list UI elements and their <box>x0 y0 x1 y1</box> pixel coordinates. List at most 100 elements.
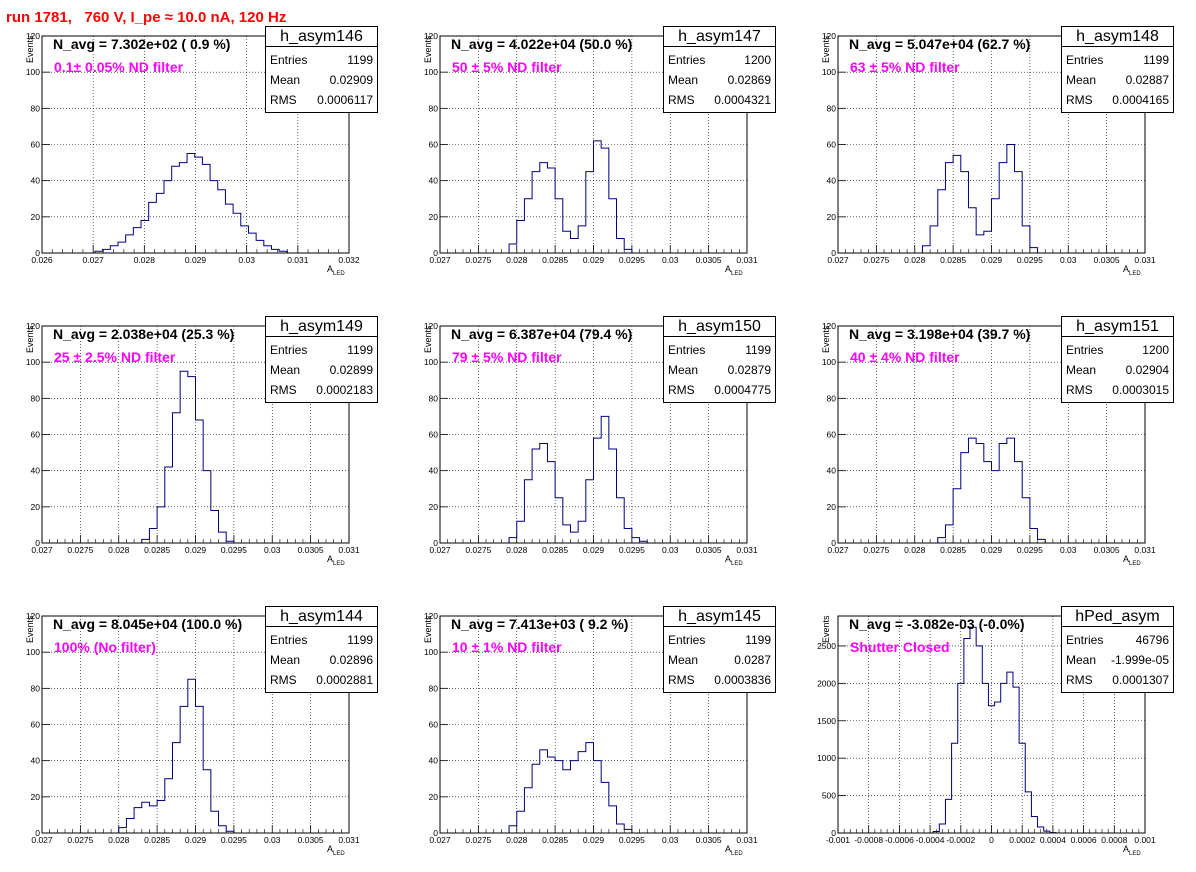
x-tick-label: 0.0275 <box>67 545 93 555</box>
plot-frame <box>41 35 350 254</box>
x-tick-label: 0.0295 <box>221 835 247 845</box>
plot-frame <box>837 35 1146 254</box>
y-tick-label: 0 <box>831 828 836 838</box>
y-tick-label: 120 <box>822 321 836 331</box>
stat-key: Entries <box>1066 343 1104 357</box>
mean-row: Mean 0.02879 <box>668 360 771 380</box>
histogram-bin <box>624 249 632 253</box>
stat-key: Mean <box>668 653 699 667</box>
y-tick-label: 20 <box>827 502 837 512</box>
y-axis-label: Events <box>423 325 433 353</box>
histogram-bin <box>570 761 578 833</box>
histogram-series-line <box>937 437 1046 543</box>
x-tick-label: 0.027 <box>827 545 849 555</box>
histogram-title: h_asym144 <box>266 607 377 627</box>
mean-row: Mean 0.02899 <box>270 360 373 380</box>
histogram-bin <box>988 706 994 833</box>
x-tick-label: 0.029 <box>583 835 605 845</box>
x-tick-label: 0.028 <box>134 255 156 265</box>
histogram-bin <box>196 420 204 543</box>
histogram-bin <box>570 239 578 253</box>
x-axis-label: ALED <box>327 844 345 857</box>
x-tick-label: 0.031 <box>338 835 360 845</box>
y-tick-label: 80 <box>31 393 41 403</box>
stats-box: h_asym151 Entries 1200 Mean 0.02904 RMS 0.0003… <box>1061 316 1174 403</box>
filter-label: 63 ± 5% ND filter <box>850 59 960 75</box>
histogram-bin <box>1013 687 1019 833</box>
y-tick-label: 1000 <box>817 753 836 763</box>
rms-row: RMS 0.0004165 <box>1066 90 1169 110</box>
histogram-bin <box>1007 672 1013 833</box>
stat-key: Mean <box>1066 363 1097 377</box>
histogram-series-line <box>508 742 633 833</box>
x-axis-label-sub: LED <box>731 560 743 567</box>
x-tick-label: 0.0305 <box>696 835 722 845</box>
x-tick-label: 0.029 <box>185 545 207 555</box>
x-tick-label: 0.0305 <box>1094 255 1120 265</box>
n-avg-label: N_avg = 7.413e+03 ( 9.2 %) <box>451 616 629 632</box>
histogram-bin <box>563 770 571 833</box>
stat-value: 1199 <box>745 633 771 647</box>
histogram-plot: 0.027 0.0275 0.028 0.0285 0.029 0.0295 0.03 0.0… <box>822 321 1156 555</box>
histogram-bin <box>157 507 165 543</box>
x-tick-label: 0.0305 <box>1094 545 1120 555</box>
histogram-pad-h_asym151: 0.027 0.0275 0.028 0.0285 0.029 0.0295 0.03 0.0… <box>796 290 1194 580</box>
histogram-bin <box>1038 539 1046 543</box>
rms-row: RMS 0.0002183 <box>270 380 373 400</box>
histogram-bin <box>517 811 525 833</box>
x-tick-label: 0.0295 <box>1017 255 1043 265</box>
y-axis-label: Events <box>821 35 831 63</box>
x-axis-label: ALED <box>327 264 345 277</box>
x-tick-label: 0.0285 <box>940 545 966 555</box>
stats-box: h_asym150 Entries 1199 Mean 0.02879 RMS 0.0004… <box>663 316 776 403</box>
y-tick-label: 40 <box>429 756 439 766</box>
y-tick-label: 80 <box>429 103 439 113</box>
x-tick-label: 0.0285 <box>542 255 568 265</box>
x-tick-label: 0.028 <box>506 545 528 555</box>
histogram-bin <box>1007 438 1015 543</box>
y-axis-label: Events <box>25 615 35 643</box>
histogram-bin <box>578 226 586 253</box>
histogram-bin <box>992 199 1000 253</box>
x-tick-label: 0.028 <box>108 835 130 845</box>
y-tick-label: 20 <box>31 792 41 802</box>
x-axis-label-main: A <box>1123 844 1130 854</box>
y-tick-label: 0 <box>831 538 836 548</box>
histogram-bin <box>225 204 233 253</box>
histogram-bin <box>1015 172 1023 253</box>
entries-row: Entries 1199 <box>270 630 373 650</box>
x-tick-label: 0.03 <box>662 835 679 845</box>
y-tick-label: 40 <box>429 176 439 186</box>
x-tick-label: 0.028 <box>506 835 528 845</box>
histogram-title: h_asym146 <box>266 27 377 47</box>
histogram-bin <box>509 244 517 253</box>
histogram-bin <box>241 226 249 253</box>
stat-key: Entries <box>1066 53 1104 67</box>
histogram-bin <box>157 800 165 833</box>
y-tick-label: 120 <box>26 321 40 331</box>
stat-key: Entries <box>270 53 308 67</box>
x-tick-label: 0.031 <box>338 545 360 555</box>
x-tick-label: 0.027 <box>827 255 849 265</box>
x-tick-label: 0.0285 <box>144 835 170 845</box>
y-axis-label: Events <box>821 325 831 353</box>
n-avg-label: N_avg = 5.047e+04 (62.7 %) <box>849 36 1031 52</box>
x-tick-label: 0.026 <box>31 255 53 265</box>
x-tick-label: 0.029 <box>185 255 207 265</box>
y-tick-label: 80 <box>429 683 439 693</box>
x-tick-label: 0.03 <box>264 835 281 845</box>
y-tick-label: 40 <box>31 756 41 766</box>
histogram-plot: 0.026 0.027 0.028 0.029 0.03 0.031 0.032 0 20 40 6… <box>26 31 360 265</box>
x-tick-label: 0.0295 <box>221 545 247 555</box>
stat-value: 0.02896 <box>329 653 373 667</box>
y-tick-label: 20 <box>429 212 439 222</box>
n-avg-label: N_avg = 4.022e+04 (50.0 %) <box>451 36 633 52</box>
histogram-bin <box>563 231 571 253</box>
stat-value: 1199 <box>745 343 771 357</box>
histogram-pad-h_asym145: 0.027 0.0275 0.028 0.0285 0.029 0.0295 0.03 0.0… <box>398 580 796 870</box>
x-axis-label-sub: LED <box>333 270 345 277</box>
histogram-bin <box>1025 792 1031 833</box>
y-tick-label: 120 <box>26 611 40 621</box>
histogram-bin <box>264 246 272 253</box>
histogram-bin <box>233 213 241 253</box>
